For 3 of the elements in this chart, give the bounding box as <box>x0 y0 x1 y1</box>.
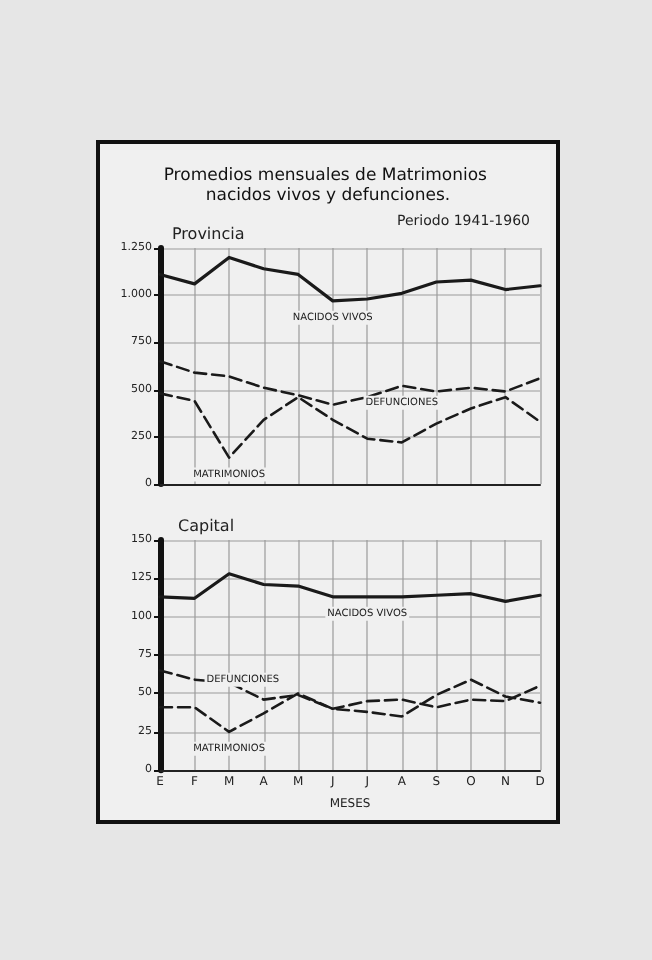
text: Provincia <box>172 225 245 243</box>
chart-title: Promedios mensuales de Matrimonios nacidos vivos y defunciones. <box>163 166 493 206</box>
chart-title: Capital <box>178 517 235 535</box>
